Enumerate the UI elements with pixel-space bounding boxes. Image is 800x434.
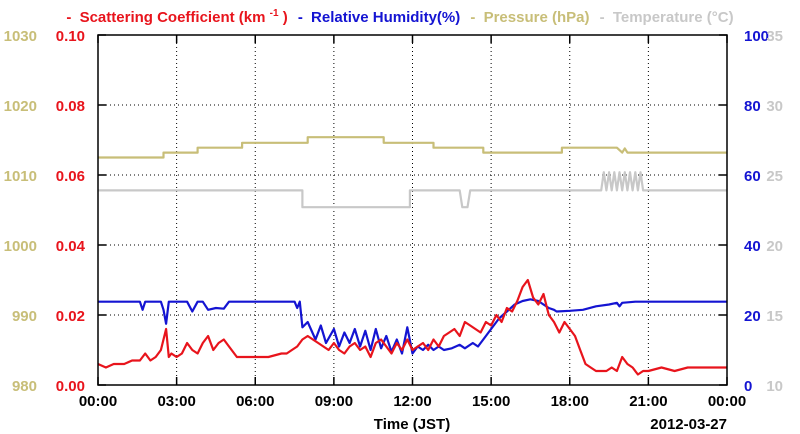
series-line-scattering <box>97 278 727 376</box>
legend-temperature-marker: - <box>600 9 605 26</box>
temperature-tick-label: 20 <box>766 238 783 255</box>
pressure-tick-label: 1020 <box>4 98 37 115</box>
scattering-tick-label: 0.02 <box>56 308 85 325</box>
series-line-humidity <box>98 298 727 355</box>
x-tick-label: 15:00 <box>472 393 510 410</box>
pressure-tick-label: 1010 <box>4 168 37 185</box>
legend-pressure-label: Pressure (hPa) <box>484 9 590 26</box>
temperature-tick-label: 15 <box>766 308 783 325</box>
x-axis-title: Time (JST) <box>374 416 450 433</box>
humidity-tick-label: 100 <box>744 28 769 45</box>
x-tick-label: 00:00 <box>79 393 117 410</box>
legend-temperature-label: Temperature (°C) <box>613 9 734 26</box>
legend-scattering-superscript: -1 <box>270 8 279 19</box>
scattering-tick-label: 0.04 <box>56 238 86 255</box>
legend-text: - Scattering Coefficient (km -1 ) - Rela… <box>66 3 733 26</box>
grid <box>98 35 727 385</box>
x-tick-label: 03:00 <box>157 393 195 410</box>
pressure-tick-label: 1030 <box>4 28 37 45</box>
temperature-tick-label: 25 <box>766 168 783 185</box>
temperature-tick-label: 35 <box>766 28 783 45</box>
temperature-tick-label: 30 <box>766 98 783 115</box>
legend-humidity-label: Relative Humidity(%) <box>311 9 460 26</box>
scattering-tick-label: 0.10 <box>56 28 85 45</box>
legend-scattering-marker: - <box>66 9 71 26</box>
x-tick-label: 09:00 <box>315 393 353 410</box>
axis-ticks <box>97 34 728 386</box>
legend-pressure-marker: - <box>470 9 475 26</box>
scattering-tick-label: 0.00 <box>56 378 85 395</box>
humidity-tick-label: 80 <box>744 98 761 115</box>
legend: - Scattering Coefficient (km -1 ) - Rela… <box>66 3 733 26</box>
date-label: 2012-03-27 <box>650 416 727 433</box>
pressure-tick-label: 980 <box>12 378 37 395</box>
series-line-pressure <box>98 136 727 159</box>
series-layer <box>97 136 727 376</box>
humidity-tick-label: 40 <box>744 238 761 255</box>
series-line-temperature <box>98 171 727 209</box>
x-tick-label: 06:00 <box>236 393 274 410</box>
scattering-tick-label: 0.08 <box>56 98 85 115</box>
legend-scattering-label: Scattering Coefficient (km <box>80 9 266 26</box>
scattering-tick-label: 0.06 <box>56 168 85 185</box>
x-tick-label: 18:00 <box>551 393 589 410</box>
x-tick-label: 21:00 <box>629 393 667 410</box>
legend-scattering-label-end: ) <box>283 9 288 26</box>
x-tick-label: 12:00 <box>393 393 431 410</box>
x-tick-label: 00:00 <box>708 393 746 410</box>
humidity-tick-label: 20 <box>744 308 761 325</box>
humidity-tick-label: 60 <box>744 168 761 185</box>
legend-humidity-marker: - <box>298 9 303 26</box>
pressure-tick-label: 1000 <box>4 238 37 255</box>
temperature-tick-label: 10 <box>766 378 783 395</box>
humidity-tick-label: 0 <box>744 378 752 395</box>
pressure-tick-label: 990 <box>12 308 37 325</box>
tick-labels: 00:00 03:00 06:00 09:00 12:00 15:00 18:00 21:00… <box>4 28 783 410</box>
